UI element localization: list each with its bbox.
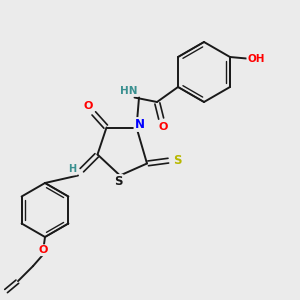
Text: O: O	[39, 245, 48, 255]
Text: OH: OH	[247, 53, 265, 64]
Text: S: S	[114, 175, 123, 188]
Text: O: O	[84, 101, 93, 111]
Text: S: S	[173, 154, 181, 167]
Text: O: O	[158, 122, 168, 133]
Text: HN: HN	[120, 86, 138, 96]
Text: H: H	[68, 164, 77, 175]
Text: N: N	[134, 118, 145, 131]
